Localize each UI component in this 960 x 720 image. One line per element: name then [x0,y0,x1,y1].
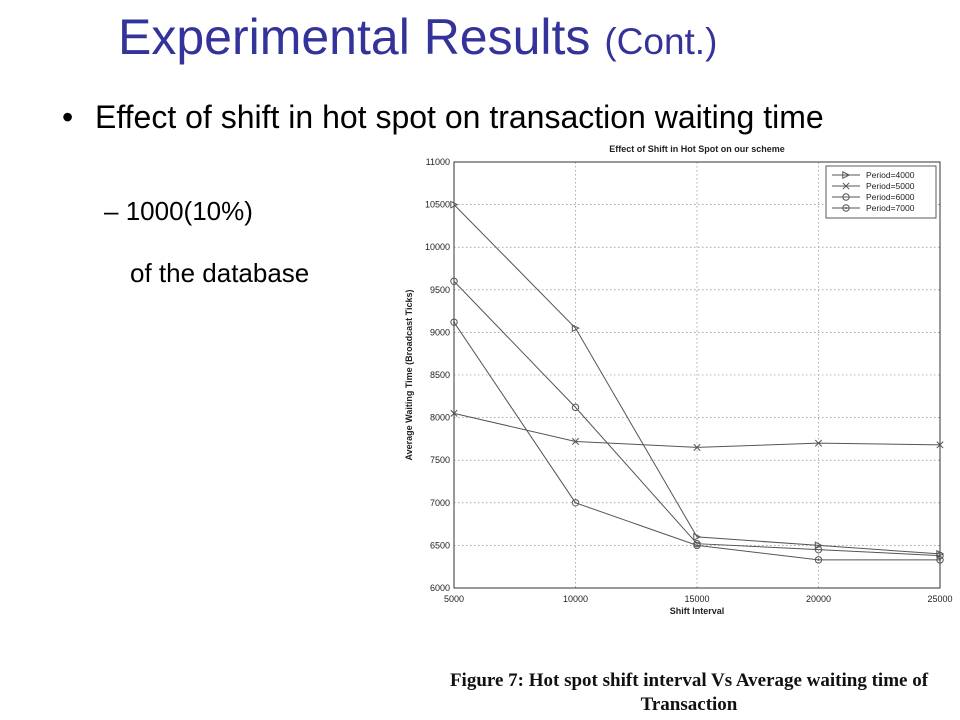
y-tick-label: 7500 [430,455,450,465]
series-4-point-shape [693,541,701,550]
series-1-point [571,324,580,333]
series-1-point-shape [450,200,459,209]
series-2-point-shape [936,441,944,449]
series-4-point-shape [936,556,944,564]
series-4-point [814,556,823,564]
series-4-point-shape [574,501,577,504]
y-tick-label: 7000 [430,498,450,508]
y-tick-label: 9000 [430,327,450,337]
series-4-point [571,499,580,507]
series-1-point [450,200,459,209]
legend-label: Period=6000 [866,192,915,202]
series-line-3 [453,280,941,557]
line-chart: Effect of Shift in Hot Spot on our schem… [404,144,953,616]
series-3-point [814,545,823,554]
series-1-point-shape [814,541,823,550]
chart-title: Effect of Shift in Hot Spot on our schem… [609,144,785,154]
legend-marker [842,204,850,212]
series-1-point-shape [693,532,702,541]
y-tick-label: 10000 [425,242,450,252]
series-4-point-shape [571,499,580,507]
series-4-point [450,318,458,326]
y-tick-label: 6000 [430,583,450,593]
series-2-point [450,409,458,417]
series-2-point-shape [571,437,580,446]
title-suffix: (Cont.) [604,21,718,62]
series-3-point-shape [450,277,458,285]
series-2-point [571,437,580,446]
series-2-point [936,441,944,449]
series-3-point [936,551,944,560]
series-4-point-shape [939,558,941,561]
bullet-sub-continuation: of the database [130,258,310,288]
plot-frame [453,161,941,589]
legend-label: Period=7000 [866,203,915,213]
legend-marker-shape [845,207,847,209]
series-2-point [814,439,823,447]
legend-marker-shape [842,170,851,180]
title-main: Experimental Results [118,9,591,65]
legend-marker [842,193,850,201]
y-axis-label: Average Waiting Time (Broadcast Ticks) [404,289,414,460]
x-tick-label: 10000 [563,594,588,604]
series-line-4 [453,321,940,561]
bullet-main-text: Effect of shift in hot spot on transacti… [95,99,824,135]
series-2-point-shape [693,443,701,451]
x-tick-label: 20000 [806,594,831,604]
series-3-point [450,277,458,285]
series-3-point-shape [814,545,823,554]
legend-marker-shape [842,204,850,212]
series-4-point-shape [814,556,823,564]
bullet-sub-dash: – [104,196,119,226]
legend-marker [842,170,851,180]
bullet-sub: – 1000(10%) [104,196,253,227]
y-tick-label: 10500 [425,200,450,210]
series-3-point-shape [936,551,944,560]
legend-label: Period=4000 [866,170,915,180]
legend-marker-shape [842,182,850,190]
series-4-point [936,556,944,564]
figure-caption: Figure 7: Hot spot shift interval Vs Ave… [449,670,929,715]
x-tick-label: 5000 [444,594,464,604]
series-4-point-shape [450,318,458,326]
x-tick-label: 25000 [927,594,952,604]
series-3-point [571,403,580,412]
legend-label: Period=5000 [866,181,915,191]
bullet-sub-text: 1000(10%) [125,196,253,226]
x-axis-label: Shift Interval [670,606,725,616]
y-tick-label: 8000 [430,413,450,423]
bullet-dot-icon: • [62,99,74,135]
series-2-point-shape [814,439,823,447]
series-line-1 [453,204,941,555]
series-1-point [693,532,702,541]
chart-figure: Effect of Shift in Hot Spot on our schem… [398,140,960,620]
series-4-point [693,541,701,550]
series-1-point [814,541,823,550]
series-4-point-shape [453,321,455,324]
series-4-point-shape [817,558,820,561]
series-1-point-shape [571,324,580,333]
legend-marker-shape [842,193,850,201]
series-2-point [693,443,701,451]
slide-title: Experimental Results (Cont.) [118,8,717,66]
series-4-point-shape [696,544,698,547]
y-tick-label: 6500 [430,540,450,550]
x-tick-label: 15000 [684,594,709,604]
y-tick-label: 8500 [430,370,450,380]
series-3-point-shape [571,403,580,412]
series-2-point-shape [450,409,458,417]
legend-marker [842,182,850,190]
y-tick-label: 9500 [430,285,450,295]
y-tick-label: 11000 [426,157,450,167]
